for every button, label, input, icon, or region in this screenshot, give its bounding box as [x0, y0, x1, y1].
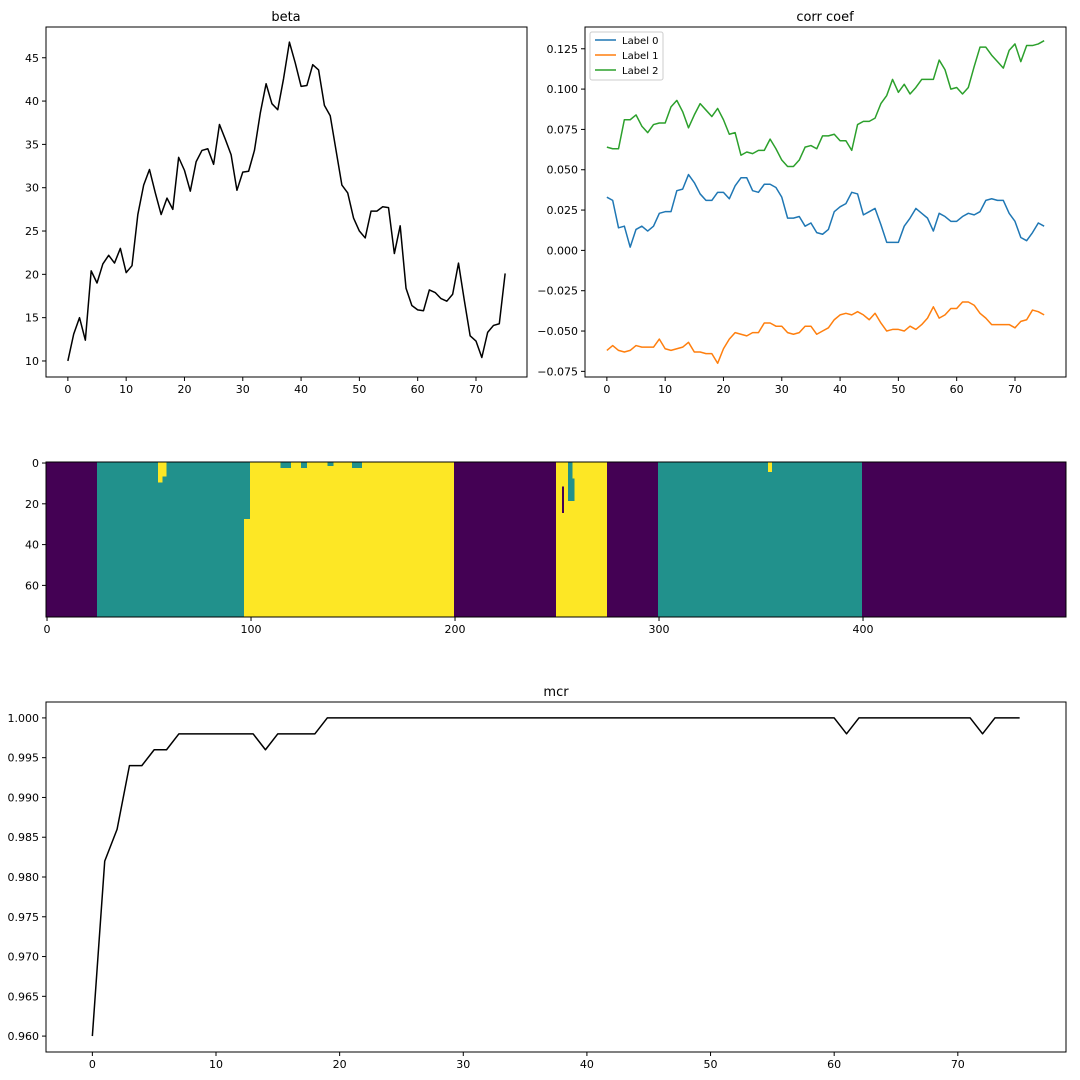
legend-label-0: Label 0: [622, 36, 659, 47]
corr-coef-legend: Label 0 Label 1 Label 2: [589, 31, 664, 81]
corr-coef-y-tick-label: 0.125: [547, 43, 579, 56]
series-line-label-2: [606, 40, 1045, 168]
beta-y-tick-label: 25: [25, 225, 39, 238]
beta-series-line: [67, 41, 506, 362]
heatmap-cell-deviation: [158, 462, 163, 483]
beta-plot: beta 0 10 20 30 40 50 60 70 10 15 20 25 30 35 40 45: [25, 10, 528, 396]
corr-coef-y-tick-label: −0.050: [537, 325, 578, 338]
corr-coef-x-tick-label: 30: [775, 383, 789, 396]
beta-axes-frame: [45, 26, 528, 378]
beta-x-tick-label: 10: [119, 383, 133, 396]
corr-coef-x-tick-label: 60: [950, 383, 964, 396]
mcr-x-tick-label: 0: [89, 1058, 96, 1071]
legend-label-1: Label 1: [622, 51, 659, 62]
heatmap-cell-deviation: [280, 462, 291, 469]
beta-x-tick-label: 60: [411, 383, 425, 396]
mcr-series-line: [91, 717, 1020, 1037]
mcr-x-tick-label: 60: [827, 1058, 841, 1071]
heatmap-y-tick-label: 20: [25, 498, 39, 511]
heatmap-cell-deviation: [243, 519, 250, 617]
mcr-x-tick-label: 50: [704, 1058, 718, 1071]
corr-coef-y-tick-label: 0.075: [547, 123, 579, 136]
heatmap-cell-deviation: [562, 486, 565, 513]
mcr-y-tick-label: 0.960: [8, 1030, 40, 1043]
beta-x-tick-label: 30: [236, 383, 250, 396]
series-line-label-0: [606, 173, 1045, 248]
assignment-heatmap: 0 100 200 300 400 0 20 40 60: [25, 457, 1067, 636]
beta-y-tick-label: 35: [25, 138, 39, 151]
legend-box: [589, 31, 664, 81]
corr-coef-x-tick-label: 50: [891, 383, 905, 396]
corr-coef-plot: corr coef 0 10 20 30 40 50 60 70 −0.075 −0.050 −0.…: [537, 10, 1067, 396]
beta-x-tick-label: 0: [64, 383, 71, 396]
heatmap-x-tick-label: 400: [853, 623, 874, 636]
heatmap-cell-deviation: [327, 462, 334, 467]
mcr-x-tick-label: 10: [209, 1058, 223, 1071]
beta-y-tick-label: 20: [25, 268, 39, 281]
mcr-y-tick-label: 0.995: [8, 752, 40, 765]
mcr-y-tick-label: 0.980: [8, 871, 40, 884]
mcr-plot: mcr 0 10 20 30 40 50 60 70 0.960 0.965 0.970 0.975 0…: [8, 685, 1067, 1071]
mcr-y-tick-label: 0.965: [8, 990, 40, 1003]
heatmap-cell-deviation: [301, 462, 308, 469]
heatmap-cell-deviation: [162, 462, 167, 477]
mcr-title: mcr: [543, 685, 569, 700]
corr-coef-y-tick-label: −0.075: [537, 365, 578, 378]
beta-y-tick-label: 30: [25, 182, 39, 195]
heatmap-x-tick-label: 300: [649, 623, 670, 636]
heatmap-x-tick-label: 0: [44, 623, 51, 636]
heatmap-cluster-block: [862, 462, 1066, 617]
heatmap-cluster-block: [97, 462, 250, 617]
mcr-y-tick-label: 1.000: [8, 712, 40, 725]
heatmap-y-tick-label: 0: [32, 457, 39, 470]
heatmap-cluster-block: [607, 462, 658, 617]
beta-x-tick-label: 20: [177, 383, 191, 396]
corr-coef-y-tick-label: −0.025: [537, 285, 578, 298]
heatmap-y-tick-label: 40: [25, 539, 39, 552]
mcr-x-tick-label: 30: [456, 1058, 470, 1071]
heatmap-x-tick-label: 100: [241, 623, 262, 636]
corr-coef-x-tick-label: 10: [658, 383, 672, 396]
heatmap-x-tick-label: 200: [445, 623, 466, 636]
beta-x-tick-label: 70: [469, 383, 483, 396]
heatmap-axes-frame: [45, 461, 1067, 618]
beta-title: beta: [271, 10, 300, 25]
mcr-x-tick-label: 20: [333, 1058, 347, 1071]
heatmap-cluster-block: [454, 462, 556, 617]
heatmap-cell-deviation: [352, 462, 363, 469]
beta-y-tick-label: 15: [25, 312, 39, 325]
mcr-y-tick-label: 0.985: [8, 831, 40, 844]
corr-coef-x-tick-label: 20: [716, 383, 730, 396]
corr-coef-axes-frame: [584, 26, 1067, 378]
corr-coef-y-tick-label: 0.100: [547, 83, 579, 96]
heatmap-cell-deviation: [568, 478, 575, 501]
corr-coef-x-tick-label: 0: [603, 383, 610, 396]
heatmap-cluster-block: [556, 462, 607, 617]
corr-coef-x-tick-label: 70: [1008, 383, 1022, 396]
legend-label-2: Label 2: [622, 66, 659, 77]
mcr-y-tick-label: 0.990: [8, 791, 40, 804]
beta-x-tick-label: 40: [294, 383, 308, 396]
corr-coef-y-tick-label: 0.050: [547, 164, 579, 177]
beta-y-tick-label: 45: [25, 52, 39, 65]
mcr-y-tick-label: 0.975: [8, 911, 40, 924]
corr-coef-title: corr coef: [796, 10, 854, 25]
mcr-y-tick-label: 0.970: [8, 951, 40, 964]
mcr-x-tick-label: 40: [580, 1058, 594, 1071]
beta-y-tick-label: 10: [25, 355, 39, 368]
heatmap-cluster-block: [250, 462, 454, 617]
heatmap-cluster-block: [658, 462, 862, 617]
beta-y-tick-label: 40: [25, 95, 39, 108]
corr-coef-y-tick-label: 0.000: [547, 244, 579, 257]
heatmap-y-tick-label: 60: [25, 579, 39, 592]
mcr-x-tick-label: 70: [951, 1058, 965, 1071]
heatmap-cell-deviation: [568, 462, 573, 479]
heatmap-cluster-block: [46, 462, 97, 617]
series-line-label-1: [606, 301, 1045, 365]
heatmap-cell-deviation: [768, 462, 773, 473]
beta-x-tick-label: 50: [352, 383, 366, 396]
corr-coef-y-tick-label: 0.025: [547, 204, 579, 217]
corr-coef-x-tick-label: 40: [833, 383, 847, 396]
